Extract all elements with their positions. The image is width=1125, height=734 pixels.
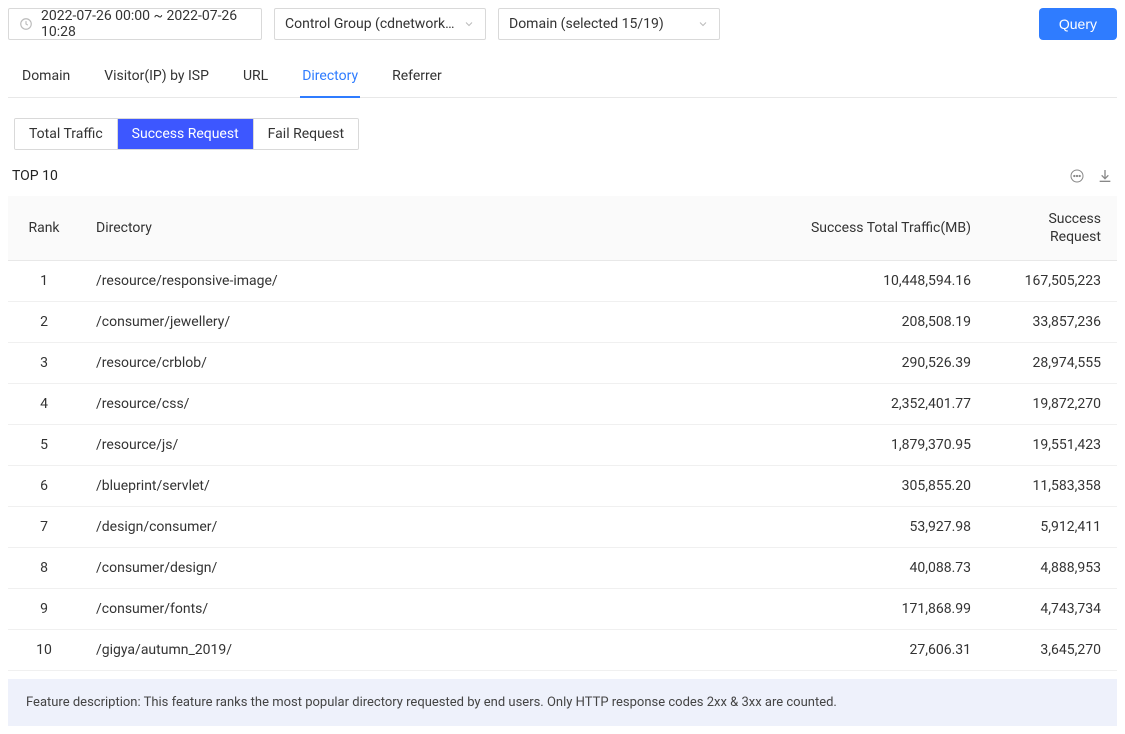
main-tabs: Domain Visitor(IP) by ISP URL Directory Refe…	[8, 58, 1117, 98]
table-header-row: Rank Directory Success Total Traffic(MB)…	[8, 196, 1117, 261]
table-row: 2/consumer/jewellery/208,508.1933,857,23…	[8, 302, 1117, 343]
cell-rank: 2	[8, 302, 80, 343]
table-row: 9/consumer/fonts/171,868.994,743,734	[8, 589, 1117, 630]
cell-directory: /consumer/design/	[80, 548, 767, 589]
query-button[interactable]: Query	[1039, 8, 1117, 40]
section-title: TOP 10	[12, 168, 58, 184]
tab-referrer[interactable]: Referrer	[390, 58, 444, 97]
subtab-total-traffic[interactable]: Total Traffic	[15, 119, 118, 149]
cell-directory: /design/consumer/	[80, 507, 767, 548]
cell-traffic: 2,352,401.77	[767, 384, 987, 425]
cell-requests: 3,645,270	[987, 630, 1117, 671]
cell-directory: /consumer/jewellery/	[80, 302, 767, 343]
cell-traffic: 171,868.99	[767, 589, 987, 630]
cell-directory: /gigya/autumn_2019/	[80, 630, 767, 671]
subtab-fail-request[interactable]: Fail Request	[254, 119, 358, 149]
control-group-select[interactable]: Control Group (cdnetworks…	[274, 8, 486, 40]
cell-traffic: 53,927.98	[767, 507, 987, 548]
download-icon[interactable]	[1097, 168, 1113, 184]
cell-rank: 8	[8, 548, 80, 589]
chevron-down-icon	[463, 18, 475, 30]
section-actions	[1069, 168, 1113, 184]
cell-rank: 4	[8, 384, 80, 425]
tab-visitor-ip-by-isp[interactable]: Visitor(IP) by ISP	[102, 58, 211, 97]
cell-directory: /consumer/fonts/	[80, 589, 767, 630]
cell-directory: /blueprint/servlet/	[80, 466, 767, 507]
col-request: Success Request	[987, 196, 1117, 261]
date-range-value: 2022-07-26 00:00 ~ 2022-07-26 10:28	[41, 8, 251, 40]
filter-bar: 2022-07-26 00:00 ~ 2022-07-26 10:28 Cont…	[8, 8, 1117, 40]
domain-select[interactable]: Domain (selected 15/19)	[498, 8, 720, 40]
tab-directory[interactable]: Directory	[300, 58, 360, 98]
cell-requests: 4,888,953	[987, 548, 1117, 589]
cell-traffic: 305,855.20	[767, 466, 987, 507]
col-rank: Rank	[8, 196, 80, 261]
cell-rank: 9	[8, 589, 80, 630]
tab-domain[interactable]: Domain	[20, 58, 72, 97]
cell-rank: 1	[8, 261, 80, 302]
date-range-picker[interactable]: 2022-07-26 00:00 ~ 2022-07-26 10:28	[8, 8, 262, 40]
chevron-down-icon	[697, 18, 709, 30]
cell-traffic: 27,606.31	[767, 630, 987, 671]
table-row: 10/gigya/autumn_2019/27,606.313,645,270	[8, 630, 1117, 671]
table-row: 7/design/consumer/53,927.985,912,411	[8, 507, 1117, 548]
cell-traffic: 10,448,594.16	[767, 261, 987, 302]
cell-directory: /resource/responsive-image/	[80, 261, 767, 302]
cell-rank: 6	[8, 466, 80, 507]
col-traffic: Success Total Traffic(MB)	[767, 196, 987, 261]
more-icon[interactable]	[1069, 168, 1085, 184]
cell-requests: 4,743,734	[987, 589, 1117, 630]
cell-traffic: 40,088.73	[767, 548, 987, 589]
cell-rank: 5	[8, 425, 80, 466]
col-directory: Directory	[80, 196, 767, 261]
cell-requests: 33,857,236	[987, 302, 1117, 343]
cell-rank: 10	[8, 630, 80, 671]
section-header: TOP 10	[8, 168, 1117, 184]
cell-directory: /resource/css/	[80, 384, 767, 425]
subtab-success-request[interactable]: Success Request	[118, 119, 254, 149]
table-row: 6/blueprint/servlet/305,855.2011,583,358	[8, 466, 1117, 507]
table-row: 8/consumer/design/40,088.734,888,953	[8, 548, 1117, 589]
cell-rank: 7	[8, 507, 80, 548]
top10-table: Rank Directory Success Total Traffic(MB)…	[8, 196, 1117, 671]
cell-traffic: 1,879,370.95	[767, 425, 987, 466]
cell-traffic: 208,508.19	[767, 302, 987, 343]
table-row: 5/resource/js/1,879,370.9519,551,423	[8, 425, 1117, 466]
control-group-value: Control Group (cdnetworks…	[285, 16, 463, 32]
cell-requests: 167,505,223	[987, 261, 1117, 302]
cell-traffic: 290,526.39	[767, 343, 987, 384]
table-row: 4/resource/css/2,352,401.7719,872,270	[8, 384, 1117, 425]
feature-description: Feature description: This feature ranks …	[8, 679, 1117, 726]
cell-requests: 11,583,358	[987, 466, 1117, 507]
cell-requests: 19,872,270	[987, 384, 1117, 425]
sub-tabs: Total TrafficSuccess RequestFail Request	[14, 118, 359, 150]
cell-rank: 3	[8, 343, 80, 384]
tab-url[interactable]: URL	[241, 58, 270, 97]
cell-directory: /resource/js/	[80, 425, 767, 466]
cell-requests: 19,551,423	[987, 425, 1117, 466]
clock-icon	[19, 17, 33, 31]
cell-directory: /resource/crblob/	[80, 343, 767, 384]
cell-requests: 28,974,555	[987, 343, 1117, 384]
domain-select-value: Domain (selected 15/19)	[509, 16, 670, 32]
table-row: 1/resource/responsive-image/10,448,594.1…	[8, 261, 1117, 302]
table-row: 3/resource/crblob/290,526.3928,974,555	[8, 343, 1117, 384]
cell-requests: 5,912,411	[987, 507, 1117, 548]
